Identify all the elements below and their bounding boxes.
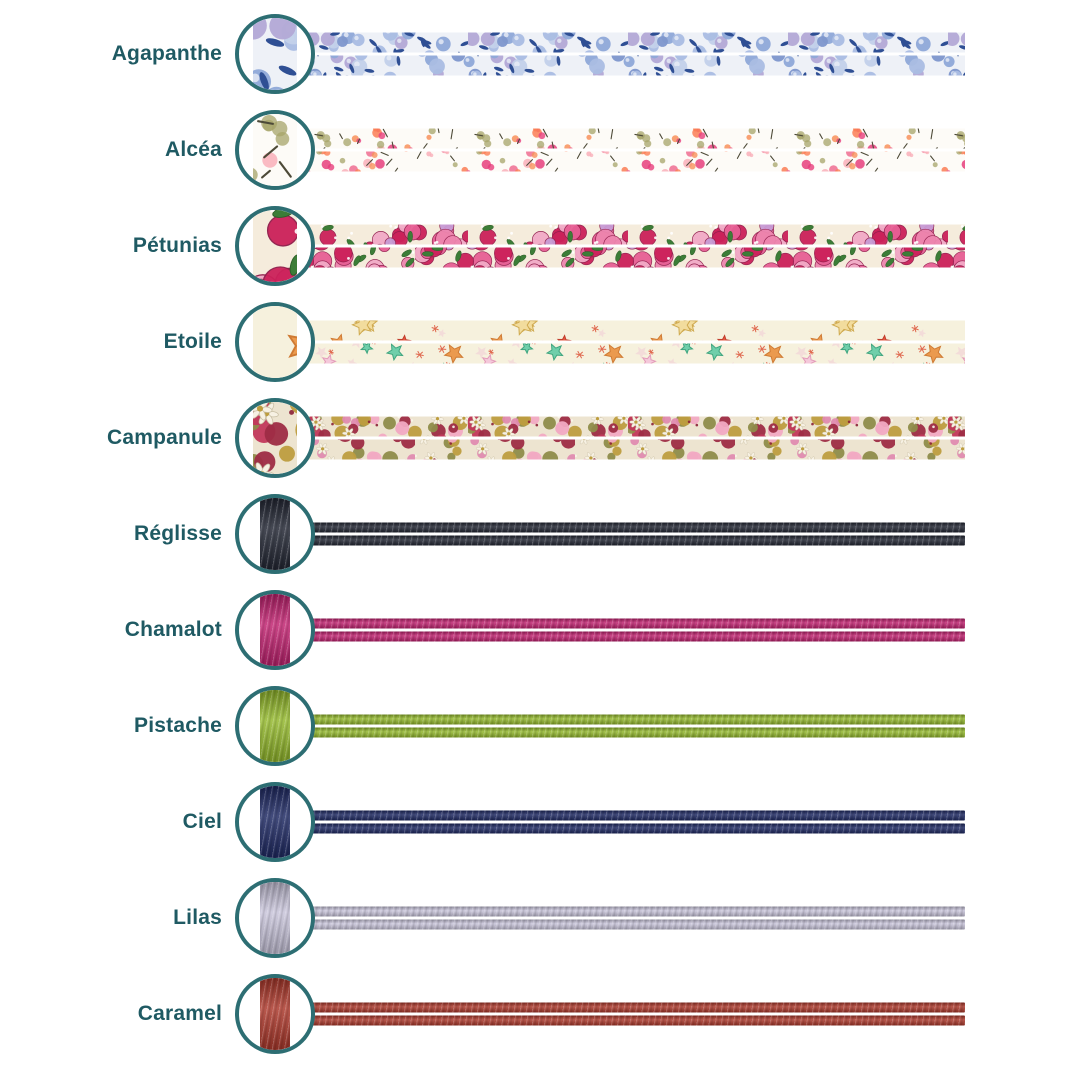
ribbon-strip-bottom: [308, 247, 965, 268]
swatch-label: Caramel: [137, 1002, 222, 1025]
swatch-row[interactable]: Alcéa: [0, 102, 1080, 198]
cord-strand-bottom: [308, 535, 965, 546]
cord-zoom-swatch: [260, 690, 290, 762]
cord-strand-top: [308, 906, 965, 917]
fabric-zoom-swatch: [253, 402, 297, 474]
cord-strips: [308, 810, 965, 834]
cord-zoom-swatch: [260, 882, 290, 954]
cord-strand-top: [308, 522, 965, 533]
ribbon-strips: [308, 128, 965, 172]
magnifier-circle: [235, 686, 315, 766]
cord-strips: [308, 1002, 965, 1026]
swatch-row[interactable]: Pétunias: [0, 198, 1080, 294]
ribbon-strips: [308, 32, 965, 76]
cord-strips: [308, 714, 965, 738]
magnifier-circle: [235, 782, 315, 862]
ribbon-strips: [308, 224, 965, 268]
magnifier-circle: [235, 206, 315, 286]
fabric-zoom-swatch: [253, 210, 297, 282]
cord-strand-bottom: [308, 823, 965, 834]
cord-zoom-swatch: [260, 978, 290, 1050]
swatch-label: Réglisse: [134, 522, 222, 545]
magnifier-circle: [235, 110, 315, 190]
swatch-label: Pétunias: [132, 234, 222, 257]
cord-strand-top: [308, 618, 965, 629]
cord-strips: [308, 906, 965, 930]
ribbon-strip-top: [308, 320, 965, 341]
fabric-zoom-swatch: [253, 306, 297, 378]
ribbon-strip-top: [308, 416, 965, 437]
ribbon-strips: [308, 320, 965, 364]
cord-zoom-swatch: [260, 498, 290, 570]
ribbon-strip-bottom: [308, 55, 965, 76]
cord-zoom-swatch: [260, 786, 290, 858]
swatch-label: Chamalot: [124, 618, 222, 641]
swatch-label: Lilas: [173, 906, 222, 929]
cord-strand-top: [308, 1002, 965, 1013]
swatch-label: Agapanthe: [111, 42, 222, 65]
ribbon-strip-bottom: [308, 439, 965, 460]
swatch-label: Campanule: [107, 426, 222, 449]
swatch-row[interactable]: Réglisse: [0, 486, 1080, 582]
magnifier-circle: [235, 878, 315, 958]
cord-strand-bottom: [308, 631, 965, 642]
ribbon-strip-top: [308, 224, 965, 245]
magnifier-circle: [235, 974, 315, 1054]
ribbon-strip-bottom: [308, 151, 965, 172]
magnifier-circle: [235, 494, 315, 574]
swatch-label: Alcéa: [164, 138, 222, 161]
swatch-label: Pistache: [134, 714, 222, 737]
cord-strand-bottom: [308, 727, 965, 738]
cord-zoom-swatch: [260, 594, 290, 666]
cord-strand-bottom: [308, 1015, 965, 1026]
swatch-row[interactable]: Campanule: [0, 390, 1080, 486]
magnifier-circle: [235, 590, 315, 670]
cord-strand-bottom: [308, 919, 965, 930]
fabric-zoom-swatch: [253, 18, 297, 90]
swatch-row[interactable]: Agapanthe: [0, 6, 1080, 102]
cord-strips: [308, 522, 965, 546]
fabric-zoom-swatch: [253, 114, 297, 186]
magnifier-circle: [235, 302, 315, 382]
ribbon-strip-top: [308, 128, 965, 149]
ribbon-strips: [308, 416, 965, 460]
swatch-row[interactable]: Chamalot: [0, 582, 1080, 678]
swatch-label: Etoile: [163, 330, 222, 353]
swatch-label: Ciel: [182, 810, 222, 833]
cord-strand-top: [308, 714, 965, 725]
swatch-row[interactable]: Ciel: [0, 774, 1080, 870]
magnifier-circle: [235, 14, 315, 94]
ribbon-strip-bottom: [308, 343, 965, 364]
swatch-row[interactable]: Pistache: [0, 678, 1080, 774]
swatch-row[interactable]: Caramel: [0, 966, 1080, 1062]
ribbon-strip-top: [308, 32, 965, 53]
swatch-row[interactable]: Lilas: [0, 870, 1080, 966]
magnifier-circle: [235, 398, 315, 478]
cord-strand-top: [308, 810, 965, 821]
cord-strips: [308, 618, 965, 642]
swatch-row[interactable]: Etoile: [0, 294, 1080, 390]
